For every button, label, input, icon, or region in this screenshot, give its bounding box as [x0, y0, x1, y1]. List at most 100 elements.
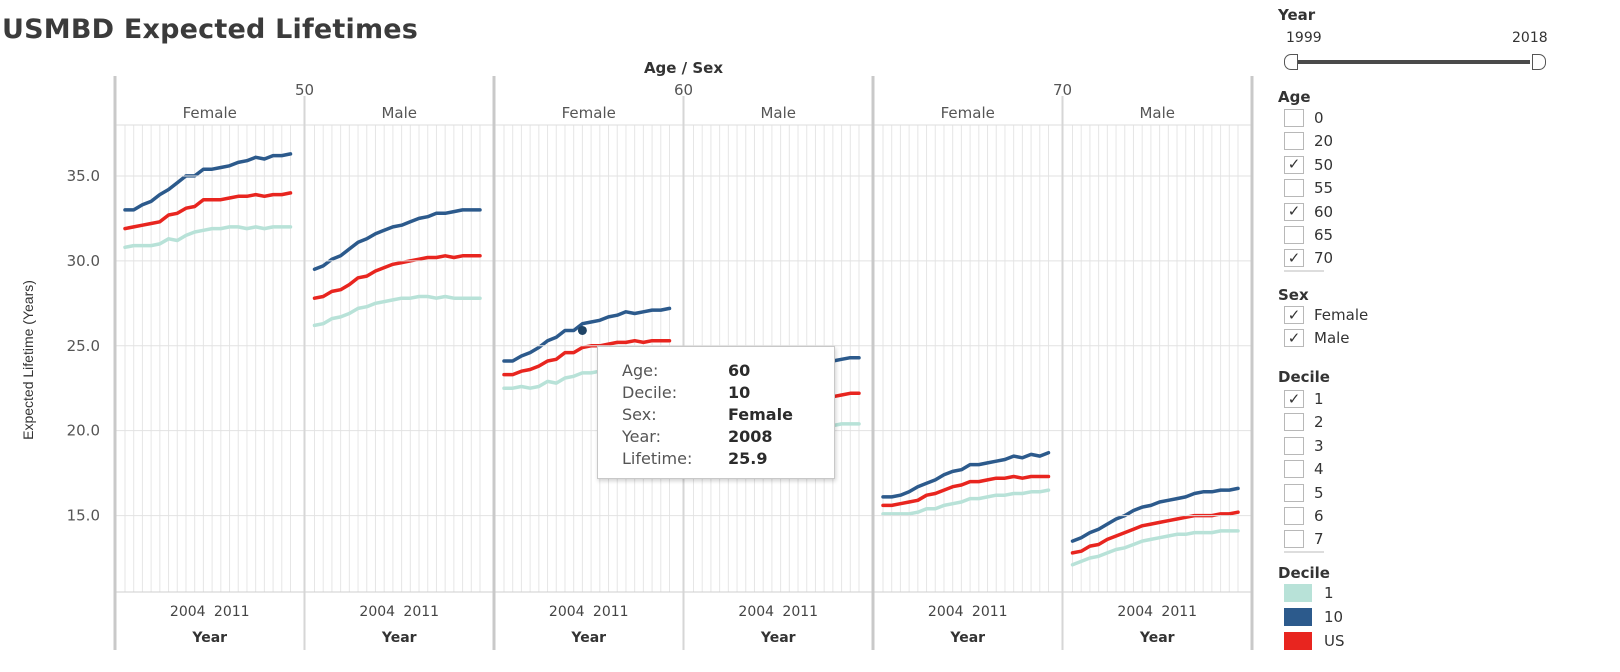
sex-option-label: Male [1314, 329, 1350, 348]
x-axis-title: Year [949, 630, 985, 646]
sex-option-label: Female [1314, 306, 1369, 324]
age-option-0[interactable]: 0 [1284, 107, 1324, 129]
panel-sex-label: Female [562, 104, 616, 122]
checkbox-checked-icon[interactable]: ✓ [1284, 306, 1304, 324]
age-filter-title: Age [1278, 88, 1311, 106]
series-line-decile-10 [881, 450, 1051, 499]
checkbox-empty-icon[interactable] [1284, 132, 1304, 151]
panel-sex-label: Female [941, 104, 995, 122]
tooltip-value: 10 [728, 383, 751, 402]
y-tick-label: 35.0 [67, 167, 100, 185]
age-group-label: 60 [674, 81, 693, 99]
x-axis-title: Year [1139, 630, 1175, 646]
highlighted-point [577, 325, 587, 335]
y-tick-label: 15.0 [67, 507, 100, 525]
legend-item-10[interactable]: 10 [1284, 606, 1343, 628]
checkbox-empty-icon[interactable] [1284, 530, 1304, 549]
tooltip-key: Age: [622, 361, 659, 380]
legend-swatch [1284, 632, 1312, 650]
series-line-decile-US [312, 254, 482, 300]
legend-swatch [1284, 608, 1312, 626]
y-tick-label: 20.0 [67, 422, 100, 440]
sex-option-female[interactable]: ✓ Female [1284, 304, 1368, 326]
decile-option-label: 4 [1314, 460, 1324, 479]
age-option-label: 20 [1314, 132, 1334, 151]
x-tick-label: 2004 [1117, 604, 1153, 620]
y-tick-label: 25.0 [67, 337, 100, 355]
series-line-decile-US [123, 191, 293, 231]
age-option-65[interactable]: 65 [1284, 224, 1333, 246]
x-tick-label: 2011 [782, 604, 818, 620]
checkbox-checked-icon[interactable]: ✓ [1284, 249, 1304, 268]
checkbox-empty-icon[interactable] [1284, 436, 1304, 455]
checkbox-empty-icon[interactable] [1284, 109, 1304, 127]
legend-item-1[interactable]: 1 [1284, 582, 1334, 604]
age-option-20[interactable]: 20 [1284, 130, 1333, 152]
checkbox-empty-icon[interactable] [1284, 413, 1304, 432]
small-multiples-chart: Age / Sex Female 2004 2011 Year Male 2004 2011 Y… [20, 59, 1254, 650]
x-tick-label: 2011 [972, 604, 1008, 620]
y-axis-title: Expected Lifetime (Years) [20, 280, 36, 440]
series-line-decile-10 [123, 152, 293, 212]
decile-option-2[interactable]: 2 [1284, 411, 1324, 433]
tooltip-key: Sex: [622, 405, 657, 424]
tooltip-key: Lifetime: [622, 449, 693, 468]
decile-option-label: 2 [1314, 413, 1324, 432]
series-line-decile-1 [1070, 529, 1240, 567]
age-option-50[interactable]: ✓ 50 [1284, 154, 1333, 176]
series-line-decile-1 [881, 488, 1051, 516]
checkbox-empty-icon[interactable] [1284, 226, 1304, 244]
year-slider-max-handle[interactable] [1532, 54, 1546, 70]
tooltip-key: Year: [622, 427, 661, 446]
checkbox-checked-icon[interactable]: ✓ [1284, 155, 1304, 174]
checkbox-checked-icon[interactable]: ✓ [1284, 390, 1304, 408]
checkbox-empty-icon[interactable] [1284, 460, 1304, 479]
x-tick-label: 2004 [928, 604, 964, 620]
series-line-decile-10 [312, 208, 482, 272]
x-axis-title: Year [570, 630, 606, 646]
x-tick-label: 2004 [549, 604, 585, 620]
dashboard-title: USMBD Expected Lifetimes [2, 14, 419, 45]
sex-option-male[interactable]: ✓ Male [1284, 327, 1350, 349]
column-header-title: Age / Sex [644, 59, 723, 77]
age-option-60[interactable]: ✓ 60 [1284, 201, 1333, 223]
checkbox-empty-icon[interactable] [1284, 483, 1304, 502]
year-slider-min-handle[interactable] [1284, 54, 1298, 70]
age-option-label: 50 [1314, 155, 1334, 174]
decile-option-1[interactable]: ✓ 1 [1284, 388, 1324, 410]
year-min-label: 1999 [1286, 30, 1322, 46]
sex-filter-title: Sex [1278, 286, 1309, 304]
tooltip-value: Female [728, 405, 793, 424]
legend-item-us[interactable]: US [1284, 630, 1345, 652]
age-option-label: 65 [1314, 226, 1334, 244]
decile-option-6[interactable]: 6 [1284, 505, 1324, 527]
decile-option-label: 1 [1314, 390, 1324, 408]
decile-option-7[interactable]: 7 [1284, 528, 1324, 550]
decile-option-4[interactable]: 4 [1284, 458, 1324, 480]
series-line-decile-US [881, 474, 1051, 508]
age-list-scroll-edge [1284, 270, 1324, 272]
year-slider-track[interactable] [1290, 60, 1530, 64]
checkbox-checked-icon[interactable]: ✓ [1284, 202, 1304, 221]
decile-option-3[interactable]: 3 [1284, 435, 1324, 457]
y-tick-label: 30.0 [67, 252, 100, 270]
decile-option-5[interactable]: 5 [1284, 482, 1324, 504]
x-tick-label: 2004 [359, 604, 395, 620]
decile-option-label: 7 [1314, 530, 1324, 549]
age-option-label: 60 [1314, 202, 1334, 221]
checkbox-empty-icon[interactable] [1284, 507, 1304, 525]
checkbox-checked-icon[interactable]: ✓ [1284, 329, 1304, 348]
panel-sex-label: Male [1139, 104, 1175, 122]
decile-legend-title: Decile [1278, 564, 1330, 582]
checkbox-empty-icon[interactable] [1284, 179, 1304, 198]
series-line-decile-1 [312, 294, 482, 328]
filter-sidebar: Year 1999 2018 Age 0 20 ✓ 50 55 ✓ 60 65 ✓ 70 Sex … [1278, 0, 1620, 672]
age-option-70[interactable]: ✓ 70 [1284, 247, 1333, 269]
tooltip-value: 2008 [728, 427, 773, 446]
x-tick-label: 2011 [403, 604, 439, 620]
decile-filter-title: Decile [1278, 368, 1330, 386]
panel-sex-label: Female [183, 104, 237, 122]
legend-label: 1 [1324, 584, 1334, 602]
age-group-label: 50 [295, 81, 314, 99]
age-option-55[interactable]: 55 [1284, 177, 1333, 199]
